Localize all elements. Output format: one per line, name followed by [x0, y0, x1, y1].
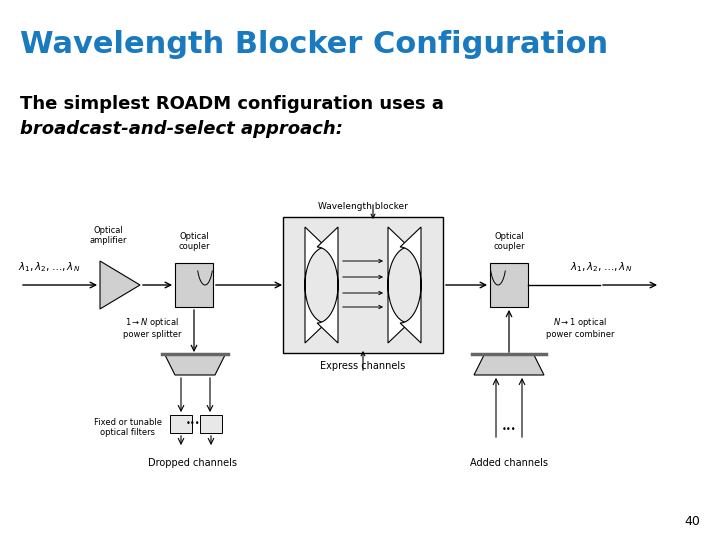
Text: Express channels: Express channels	[320, 361, 405, 371]
Polygon shape	[165, 355, 225, 375]
Text: Optical
amplifier: Optical amplifier	[89, 226, 127, 245]
Text: Fixed or tunable
optical filters: Fixed or tunable optical filters	[94, 418, 162, 437]
Text: $1 \rightarrow N$ optical
power splitter: $1 \rightarrow N$ optical power splitter	[122, 316, 181, 340]
FancyBboxPatch shape	[175, 263, 213, 307]
Polygon shape	[305, 227, 326, 343]
Text: Added channels: Added channels	[470, 458, 548, 468]
Polygon shape	[400, 227, 421, 343]
Text: Optical
coupler: Optical coupler	[493, 232, 525, 251]
Text: Wavelength blocker: Wavelength blocker	[318, 202, 408, 211]
Text: $N \rightarrow 1$ optical
power combiner: $N \rightarrow 1$ optical power combiner	[546, 316, 614, 340]
Text: broadcast-and-select approach:: broadcast-and-select approach:	[20, 120, 343, 138]
Polygon shape	[317, 227, 338, 343]
Text: •••: •••	[186, 420, 200, 429]
Text: 40: 40	[684, 515, 700, 528]
Polygon shape	[388, 227, 409, 343]
FancyBboxPatch shape	[490, 263, 528, 307]
FancyBboxPatch shape	[170, 415, 192, 433]
Polygon shape	[474, 355, 544, 375]
Text: The simplest ROADM configuration uses a: The simplest ROADM configuration uses a	[20, 95, 444, 113]
Text: •••: •••	[502, 426, 516, 435]
Text: Optical
coupler: Optical coupler	[178, 232, 210, 251]
Text: $\lambda_1, \lambda_2, \ldots, \lambda_N$: $\lambda_1, \lambda_2, \ldots, \lambda_N…	[570, 260, 632, 274]
FancyBboxPatch shape	[200, 415, 222, 433]
Text: Dropped channels: Dropped channels	[148, 458, 238, 468]
Text: $\lambda_1, \lambda_2, \ldots, \lambda_N$: $\lambda_1, \lambda_2, \ldots, \lambda_N…	[18, 260, 81, 274]
Text: Wavelength Blocker Configuration: Wavelength Blocker Configuration	[20, 30, 608, 59]
Polygon shape	[100, 261, 140, 309]
FancyBboxPatch shape	[283, 217, 443, 353]
